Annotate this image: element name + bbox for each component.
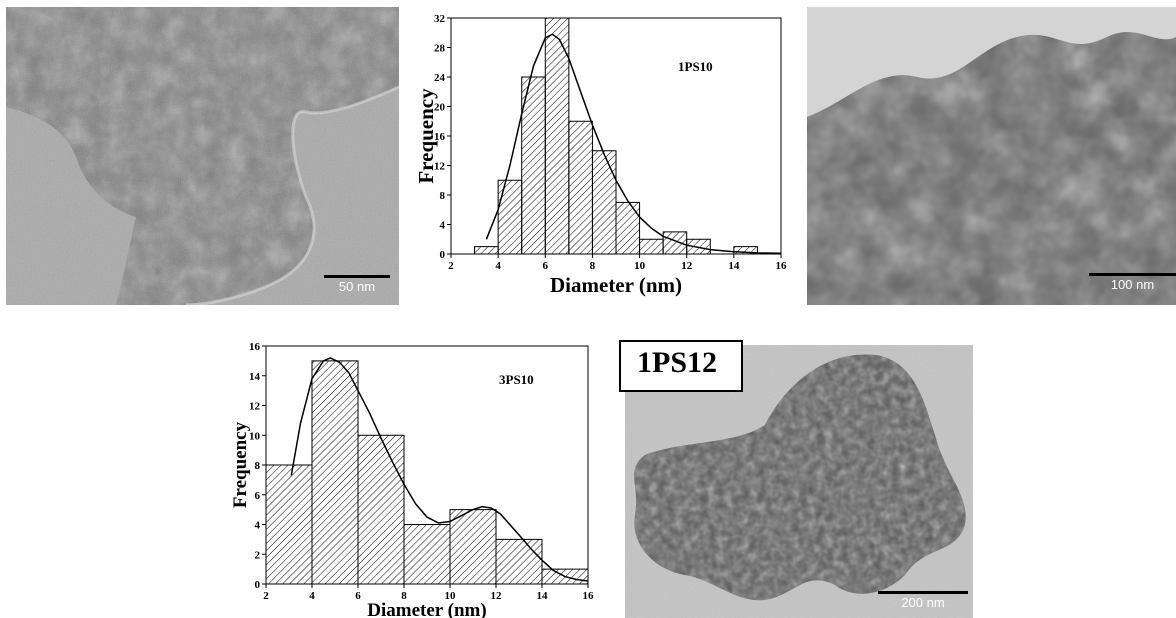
y-tick-label-5: 20 [434, 102, 446, 114]
y-tick-label-6: 12 [249, 401, 261, 413]
scale-bar-1-line [324, 275, 390, 278]
x-tick-label-3: 8 [590, 260, 596, 272]
y-tick-label-4: 16 [434, 131, 446, 143]
x-tick-label-3: 8 [401, 590, 407, 602]
histogram-bar-4 [449, 509, 497, 585]
x-tick-label-6: 14 [537, 590, 549, 602]
scale-bar-3-line [878, 591, 968, 594]
y-axis-label: Frequency [230, 421, 251, 508]
y-tick-label-6: 24 [434, 72, 446, 84]
histogram-bar-4 [568, 120, 593, 255]
chart-title: 3PS10 [499, 372, 534, 387]
histogram-bar-5 [495, 538, 543, 585]
x-tick-label-1: 4 [309, 590, 315, 602]
histogram-bar-8 [662, 231, 688, 255]
fit-curve [290, 357, 589, 582]
x-tick-label-5: 12 [681, 260, 693, 272]
histogram-bar-3 [544, 17, 570, 255]
chart-title: 1PS10 [678, 59, 713, 74]
histogram-bar-2 [521, 76, 546, 255]
y-tick-label-2: 8 [440, 190, 446, 202]
y-tick-label-8: 16 [249, 341, 261, 353]
histogram-1ps10-svg: 2 4 6 8 10 12 14 160481216202428321PS10Diameter… [414, 13, 788, 297]
histogram-bar-0 [265, 464, 313, 585]
y-tick-label-0: 0 [255, 579, 261, 591]
y-tick-label-1: 4 [440, 220, 446, 232]
y-tick-label-3: 6 [255, 490, 261, 502]
scale-bar-2: 100 nm [1089, 273, 1176, 292]
x-tick-label-2: 6 [355, 590, 361, 602]
histogram-bar-6 [615, 201, 641, 255]
x-tick-label-7: 16 [776, 260, 788, 272]
y-tick-label-2: 4 [255, 520, 261, 532]
y-tick-label-0: 0 [440, 249, 446, 261]
histogram-bar-1 [311, 360, 359, 585]
tem-image-2: 100 nm [807, 7, 1176, 305]
histogram-bar-0 [474, 246, 499, 255]
scale-bar-1: 50 nm [324, 275, 390, 294]
scale-bar-3: 200 nm [878, 591, 968, 610]
x-axis-label: Diameter (nm) [550, 273, 682, 297]
scale-bar-2-line [1089, 273, 1176, 276]
x-tick-label-4: 10 [445, 590, 457, 602]
y-tick-label-1: 2 [255, 549, 261, 561]
histogram-bar-11 [733, 246, 758, 255]
x-axis-label: Diameter (nm) [367, 600, 486, 618]
scale-bar-2-label: 100 nm [1110, 277, 1155, 292]
x-tick-label-5: 12 [491, 590, 503, 602]
y-axis-label: Frequency [414, 88, 438, 184]
x-tick-label-4: 10 [634, 260, 646, 272]
histogram-bar-2 [357, 434, 405, 585]
x-tick-label-1: 4 [495, 260, 501, 272]
histogram-bar-9 [686, 238, 711, 255]
tem-image-1-texture [6, 7, 399, 305]
histogram-bar-1 [497, 179, 523, 255]
y-tick-label-4: 8 [255, 460, 261, 472]
y-tick-label-3: 12 [434, 161, 446, 173]
x-tick-label-2: 6 [543, 260, 549, 272]
tem-image-2-texture [807, 7, 1176, 305]
y-tick-label-7: 14 [249, 371, 261, 383]
x-tick-label-0: 2 [263, 590, 269, 602]
tem-image-3-texture [625, 345, 973, 618]
x-tick-label-0: 2 [448, 260, 454, 272]
sample-label-1ps12: 1PS12 [619, 340, 743, 392]
fit-curve [485, 33, 782, 255]
histogram-bar-3 [403, 524, 451, 585]
y-tick-label-8: 32 [434, 13, 446, 25]
tem-image-1: 50 nm [6, 7, 399, 305]
histogram-bar-7 [639, 238, 664, 255]
histogram-3ps10: 2 4 6 8 10 12 14 16 0 2 4 6 8 10 12 14 16 3PS10 Diameter (… [224, 338, 604, 618]
y-tick-label-5: 10 [249, 430, 261, 442]
histogram-bar-5 [591, 150, 617, 255]
x-tick-label-6: 14 [728, 260, 740, 272]
scale-bar-1-label: 50 nm [338, 279, 376, 294]
scale-bar-3-label: 200 nm [901, 595, 945, 610]
histogram-1ps10: 2 4 6 8 10 12 14 16 0 4 8 12 16 20 24 28 32 1PS10 Diameter… [403, 6, 803, 310]
y-tick-label-7: 28 [434, 43, 446, 55]
x-tick-label-7: 16 [583, 590, 595, 602]
